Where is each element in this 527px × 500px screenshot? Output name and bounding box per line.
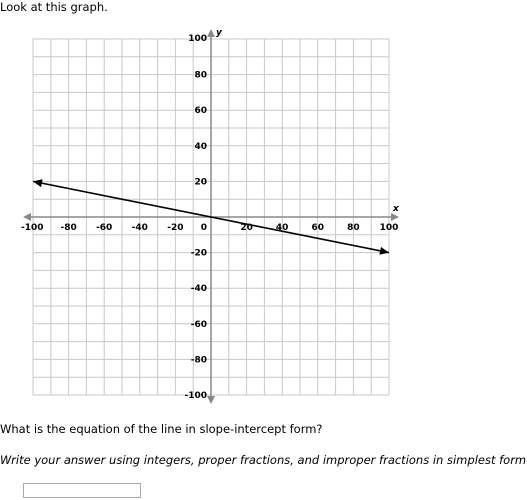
coordinate-graph: -100 -80 -60 -40 -20 0 20 40 60 80 100 100 80 60 40 20 -… — [21, 28, 400, 404]
y-tick-label: 80 — [194, 71, 207, 81]
plotted-line-group — [32, 179, 390, 255]
answer-input[interactable] — [23, 483, 141, 498]
y-tick-label: 100 — [188, 34, 207, 44]
y-tick-label: -60 — [191, 320, 207, 330]
line-start-arrow-icon — [33, 179, 43, 188]
y-tick-label: -20 — [191, 249, 207, 259]
x-tick-label: -40 — [132, 223, 148, 233]
x-tick-label: 80 — [347, 223, 360, 233]
x-tick-label: 40 — [276, 223, 289, 233]
x-tick-label: -80 — [60, 223, 76, 233]
x-tick-label: -60 — [96, 223, 112, 233]
x-tick-label: 100 — [380, 223, 399, 233]
x-tick-label: -20 — [167, 223, 183, 233]
x-axis-left-arrow-icon — [23, 213, 31, 221]
instruction-text: Write your answer using integers, proper… — [0, 453, 527, 467]
y-axis-up-arrow-icon — [207, 29, 215, 37]
prompt-text: Look at this graph. — [0, 0, 108, 14]
plotted-line — [32, 180, 390, 254]
y-tick-label: 60 — [194, 106, 207, 116]
tick-labels: -100 -80 -60 -40 -20 0 20 40 60 80 100 100 80 60 40 20 -… — [21, 34, 398, 401]
y-tick-label: 40 — [194, 142, 207, 152]
x-tick-label: -100 — [21, 223, 44, 233]
y-tick-label: -100 — [184, 391, 207, 401]
y-tick-label: -40 — [191, 284, 207, 294]
x-axis-right-arrow-icon — [391, 213, 399, 221]
line-end-arrow-icon — [379, 246, 389, 255]
x-tick-label: 0 — [201, 223, 207, 233]
x-tick-label: 20 — [240, 223, 253, 233]
y-tick-label: 20 — [194, 177, 207, 187]
x-axis-label: x — [392, 204, 400, 214]
question-text: What is the equation of the line in slop… — [0, 422, 323, 436]
y-axis-label: y — [216, 28, 223, 38]
x-tick-label: 60 — [312, 223, 325, 233]
y-tick-label: -80 — [191, 355, 207, 365]
y-axis-down-arrow-icon — [207, 396, 215, 404]
